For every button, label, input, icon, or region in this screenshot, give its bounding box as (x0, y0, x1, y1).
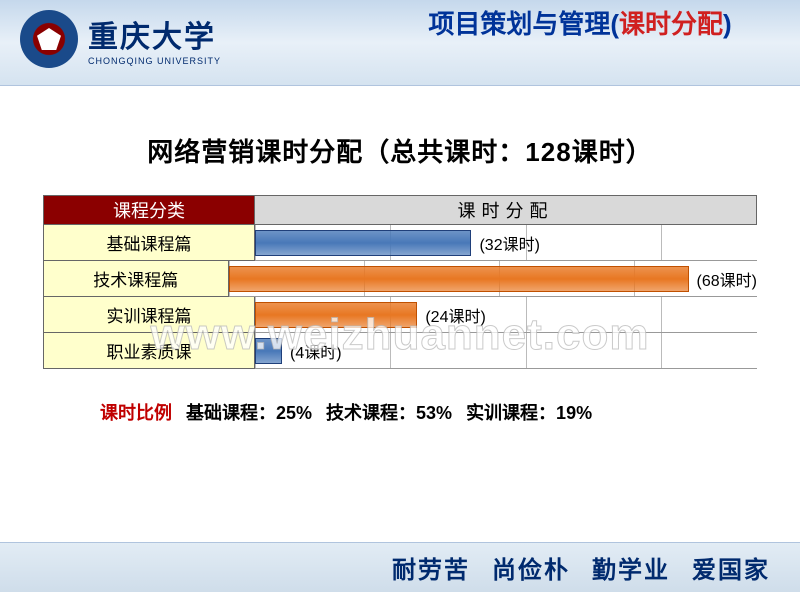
table-row: 基础课程篇 (32课时) (43, 225, 757, 261)
motto-part: 耐劳苦 (392, 558, 470, 584)
table-header-row: 课程分类 课时分配 (43, 195, 757, 225)
ratio-label: 课时比例 (100, 403, 172, 423)
table-row: 实训课程篇 (24课时) (43, 297, 757, 333)
chart-main-title: 网络营销课时分配（总共课时：128课时） (42, 132, 758, 169)
ratio-item: 技术课程：53% (326, 403, 452, 423)
bar (255, 230, 471, 256)
header-allocation: 课时分配 (255, 195, 757, 225)
page-title: 项目策划与管理(课时分配) (400, 8, 760, 42)
logo-text: 重庆大学 CHONGQING UNIVERSITY (88, 12, 221, 66)
row-label: 职业素质课 (43, 333, 255, 369)
header-category: 课程分类 (43, 195, 255, 225)
bar (255, 338, 282, 364)
bar-value-label: (24课时) (425, 303, 485, 327)
motto-part: 爱国家 (692, 558, 770, 584)
chart-table: 课程分类 课时分配 基础课程篇 (32课时) 技术课程篇 (68课时) 实训课程篇 (24… (43, 195, 757, 369)
bar-value-label: (4课时) (290, 339, 342, 363)
bar-cell: (68课时) (229, 261, 757, 297)
bar (229, 266, 689, 292)
table-row: 职业素质课 (4课时) (43, 333, 757, 369)
bar-cell: (24课时) (255, 297, 757, 333)
motto-part: 勤学业 (592, 558, 670, 584)
row-label: 技术课程篇 (43, 261, 229, 297)
motto-part: 尚俭朴 (492, 558, 570, 584)
bar-cell: (4课时) (255, 333, 757, 369)
bar-cell: (32课时) (255, 225, 757, 261)
university-name-en: CHONGQING UNIVERSITY (88, 56, 221, 66)
ratio-summary: 课时比例基础课程：25% 技术课程：53% 实训课程：19% (100, 399, 758, 425)
table-row: 技术课程篇 (68课时) (43, 261, 757, 297)
bar-value-label: (68课时) (697, 267, 757, 291)
university-motto: 耐劳苦尚俭朴勤学业爱国家 (370, 550, 770, 585)
title-highlight: 课时分配 (619, 9, 723, 39)
bar-value-label: (32课时) (479, 231, 539, 255)
ratio-item: 基础课程：25% (186, 403, 312, 423)
row-label: 基础课程篇 (43, 225, 255, 261)
ratio-item: 实训课程：19% (466, 403, 592, 423)
header-bar: 重庆大学 CHONGQING UNIVERSITY 项目策划与管理(课时分配) (0, 0, 800, 86)
main-content: 网络营销课时分配（总共课时：128课时） 课程分类 课时分配 基础课程篇 (32课… (0, 86, 800, 425)
footer-bar: 耐劳苦尚俭朴勤学业爱国家 (0, 542, 800, 592)
row-label: 实训课程篇 (43, 297, 255, 333)
logo-area: 重庆大学 CHONGQING UNIVERSITY (20, 10, 221, 68)
bar (255, 302, 417, 328)
university-emblem-icon (20, 10, 78, 68)
university-name-cn: 重庆大学 (88, 12, 221, 56)
title-main: 项目策划与管理 (428, 9, 610, 39)
